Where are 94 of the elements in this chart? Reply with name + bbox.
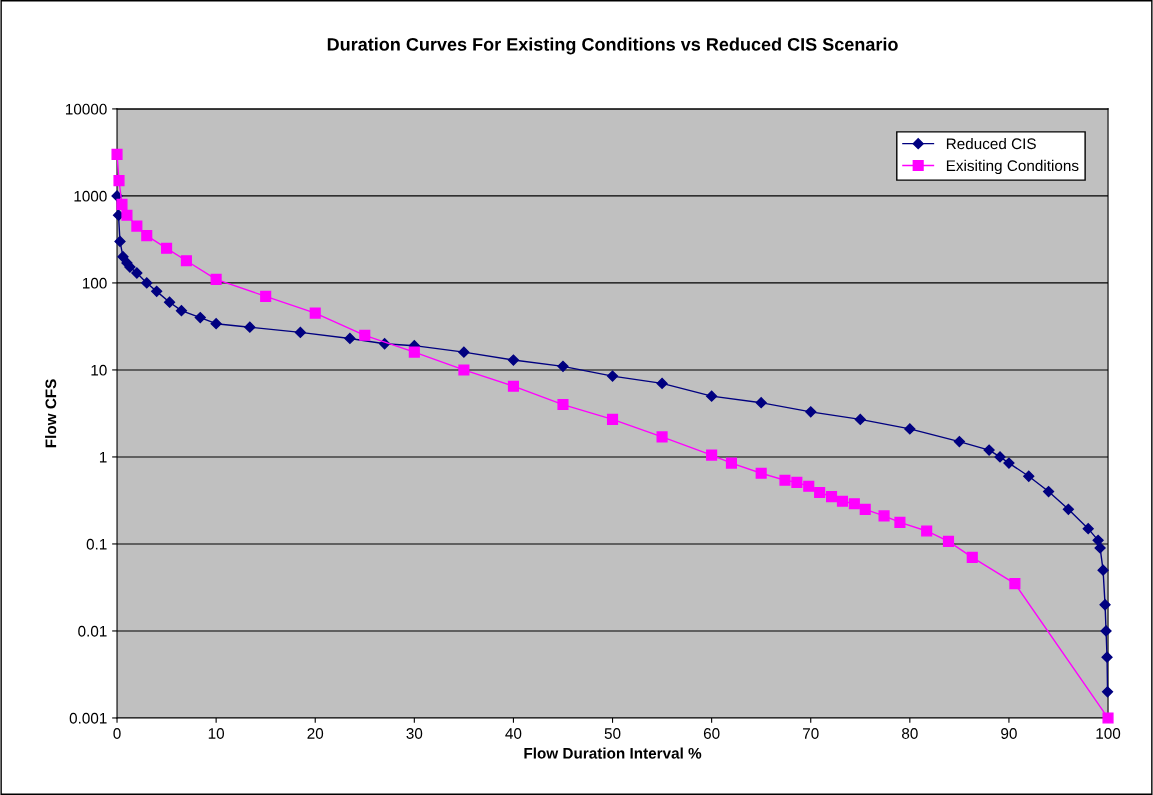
point [1094,542,1106,554]
y-tick-label: 10000 [65,103,107,115]
point [825,491,838,503]
point [1102,712,1114,724]
legend-label: Reduced CIS [946,137,1036,150]
point [1023,470,1035,482]
point [294,326,306,339]
point [966,551,978,563]
point [606,370,619,382]
point [854,413,866,426]
point [606,413,619,425]
point [111,148,123,160]
chart-title: Duration Curves For Existing Conditions vs Reduced CIS Scenario [327,37,898,55]
point [1042,485,1055,498]
point [1101,686,1114,698]
point [141,230,153,242]
point [803,480,815,492]
point [1092,534,1104,546]
y-tick-label: 1000 [74,190,107,202]
point [180,255,192,267]
point [983,444,995,456]
x-tick-label: 40 [505,728,522,739]
point [706,390,718,402]
point [210,318,222,330]
x-tick-label: 0 [113,728,121,739]
y-tick-label: 0.01 [78,625,107,637]
point [1003,457,1015,469]
point [151,285,163,297]
point [848,498,860,510]
point [725,457,738,469]
x-tick-label: 80 [902,728,918,739]
point [260,290,272,302]
legend-label: Exisiting Conditions [946,159,1079,175]
point [942,535,955,547]
point [161,242,173,254]
point [194,311,206,324]
point [656,377,668,390]
point [131,267,143,279]
point [656,431,668,443]
point [805,406,817,418]
point [1101,651,1113,663]
point [755,467,767,479]
point [131,220,143,232]
x-tick-label: 50 [604,728,621,739]
point [359,329,371,341]
point [779,474,791,486]
point [408,346,420,358]
x-tick-label: 100 [1096,728,1121,739]
point [141,277,153,289]
point [791,476,803,488]
x-tick-label: 20 [307,728,324,739]
point [244,321,256,333]
point [163,296,176,308]
point [344,332,356,345]
x-axis-title: Flow Duration Interval % [524,747,702,759]
point [706,449,718,461]
point [507,380,519,392]
x-tick-label: 70 [803,728,819,739]
point [121,209,133,221]
x-tick-label: 60 [703,728,720,739]
point [1009,578,1021,590]
y-axis-title: Flow CFS [45,379,57,448]
point [175,305,188,317]
point [1099,599,1111,611]
point [921,525,933,537]
point [904,423,916,435]
point [114,235,126,248]
point [1062,503,1074,515]
point [1082,523,1094,535]
y-tick-label: 1 [99,451,107,463]
point [557,399,569,411]
x-tick-label: 90 [1001,728,1017,739]
y-tick-label: 100 [82,277,107,289]
point [1097,564,1109,576]
point [894,516,906,528]
point [557,360,569,372]
x-tick-label: 30 [406,728,423,739]
point [507,354,520,366]
point [116,198,128,210]
point [953,436,965,448]
point [458,364,470,376]
point [458,346,470,358]
y-tick-label: 0.001 [69,712,107,724]
point [878,510,890,522]
point [755,397,767,409]
y-tick-label: 10 [91,364,107,376]
point [814,486,826,499]
point [836,495,849,507]
point [113,175,125,187]
point [210,273,222,285]
x-tick-label: 10 [208,728,225,739]
point [309,307,321,319]
y-tick-label: 0.1 [86,538,107,550]
point [859,503,871,515]
